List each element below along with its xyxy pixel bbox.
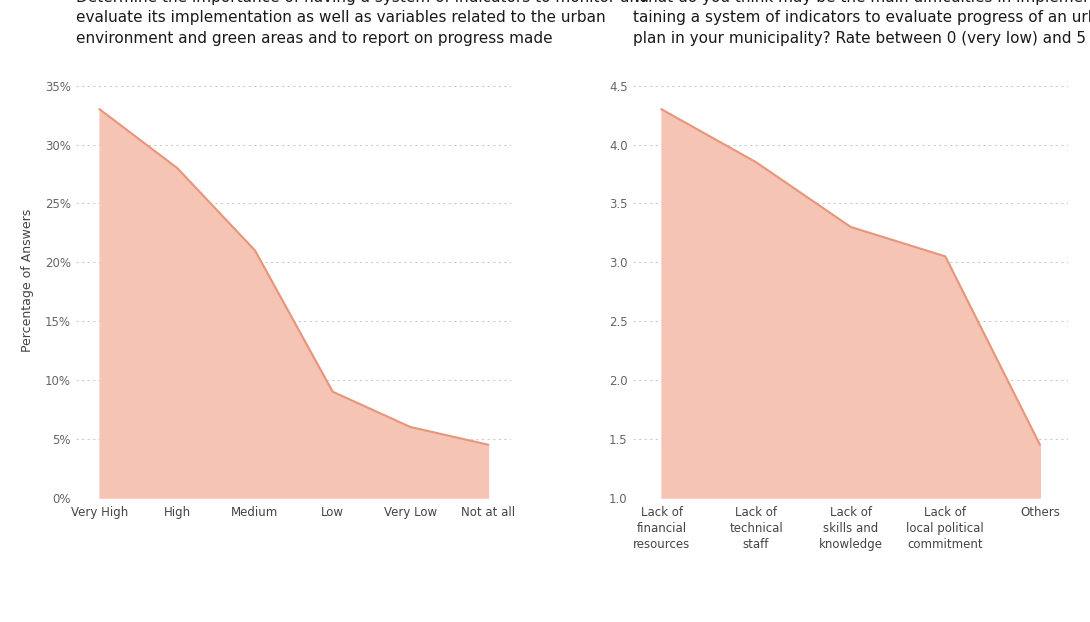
Text: Determine the importance of having a system of indicators to monitor and
evaluat: Determine the importance of having a sys… <box>76 0 650 46</box>
Text: What do you think may be the main difficulties in implementing and main-
taining: What do you think may be the main diffic… <box>633 0 1090 46</box>
Y-axis label: Percentage of Answers: Percentage of Answers <box>21 208 34 351</box>
